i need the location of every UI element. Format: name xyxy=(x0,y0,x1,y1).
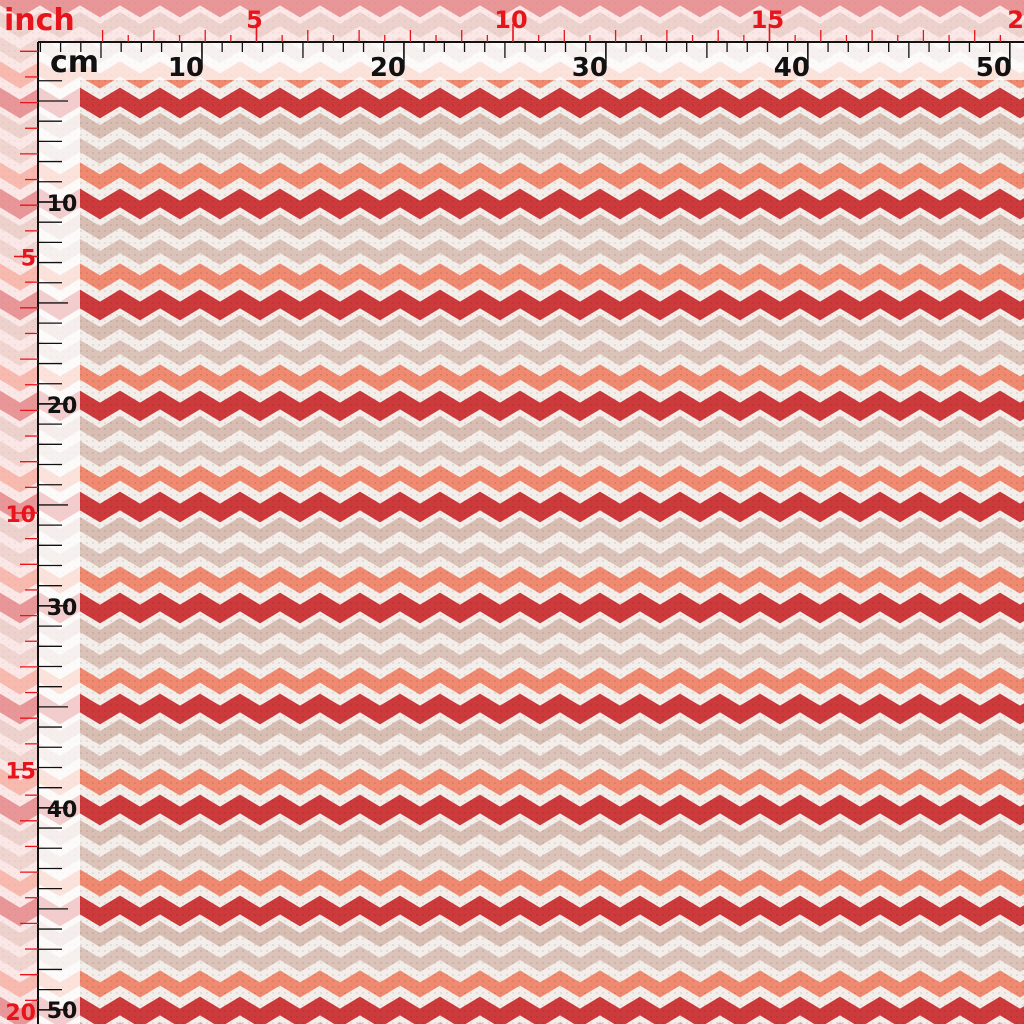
inch-tick-label: 5 xyxy=(246,6,263,34)
cm-tick-label: 40 xyxy=(47,798,78,823)
cm-tick-label: 30 xyxy=(572,53,608,83)
cm-tick-label: 50 xyxy=(976,53,1012,83)
inch-tick-label: 10 xyxy=(5,503,36,528)
cm-tick-label: 30 xyxy=(47,596,78,621)
cm-tick-label: 10 xyxy=(47,192,78,217)
inch-tick-label: 10 xyxy=(494,6,527,34)
inch-tick-label: 15 xyxy=(751,6,784,34)
cm-tick-label: 40 xyxy=(774,53,810,83)
cm-tick-label: 10 xyxy=(168,53,204,83)
inch-tick-label: 20 xyxy=(1007,6,1024,34)
cm-tick-label: 50 xyxy=(47,999,78,1024)
inch-unit: inch xyxy=(4,3,75,38)
cm-ruler-left xyxy=(38,80,80,1024)
inch-ruler-left xyxy=(0,42,38,1024)
inch-tick-label: 5 xyxy=(21,247,36,272)
cm-tick-label: 20 xyxy=(47,394,78,419)
cm-unit: cm xyxy=(50,45,99,80)
inch-tick-label: 20 xyxy=(5,1001,36,1024)
inch-ruler-top xyxy=(0,0,1024,42)
cm-tick-label: 20 xyxy=(370,53,406,83)
inch-tick-label: 15 xyxy=(5,760,36,785)
